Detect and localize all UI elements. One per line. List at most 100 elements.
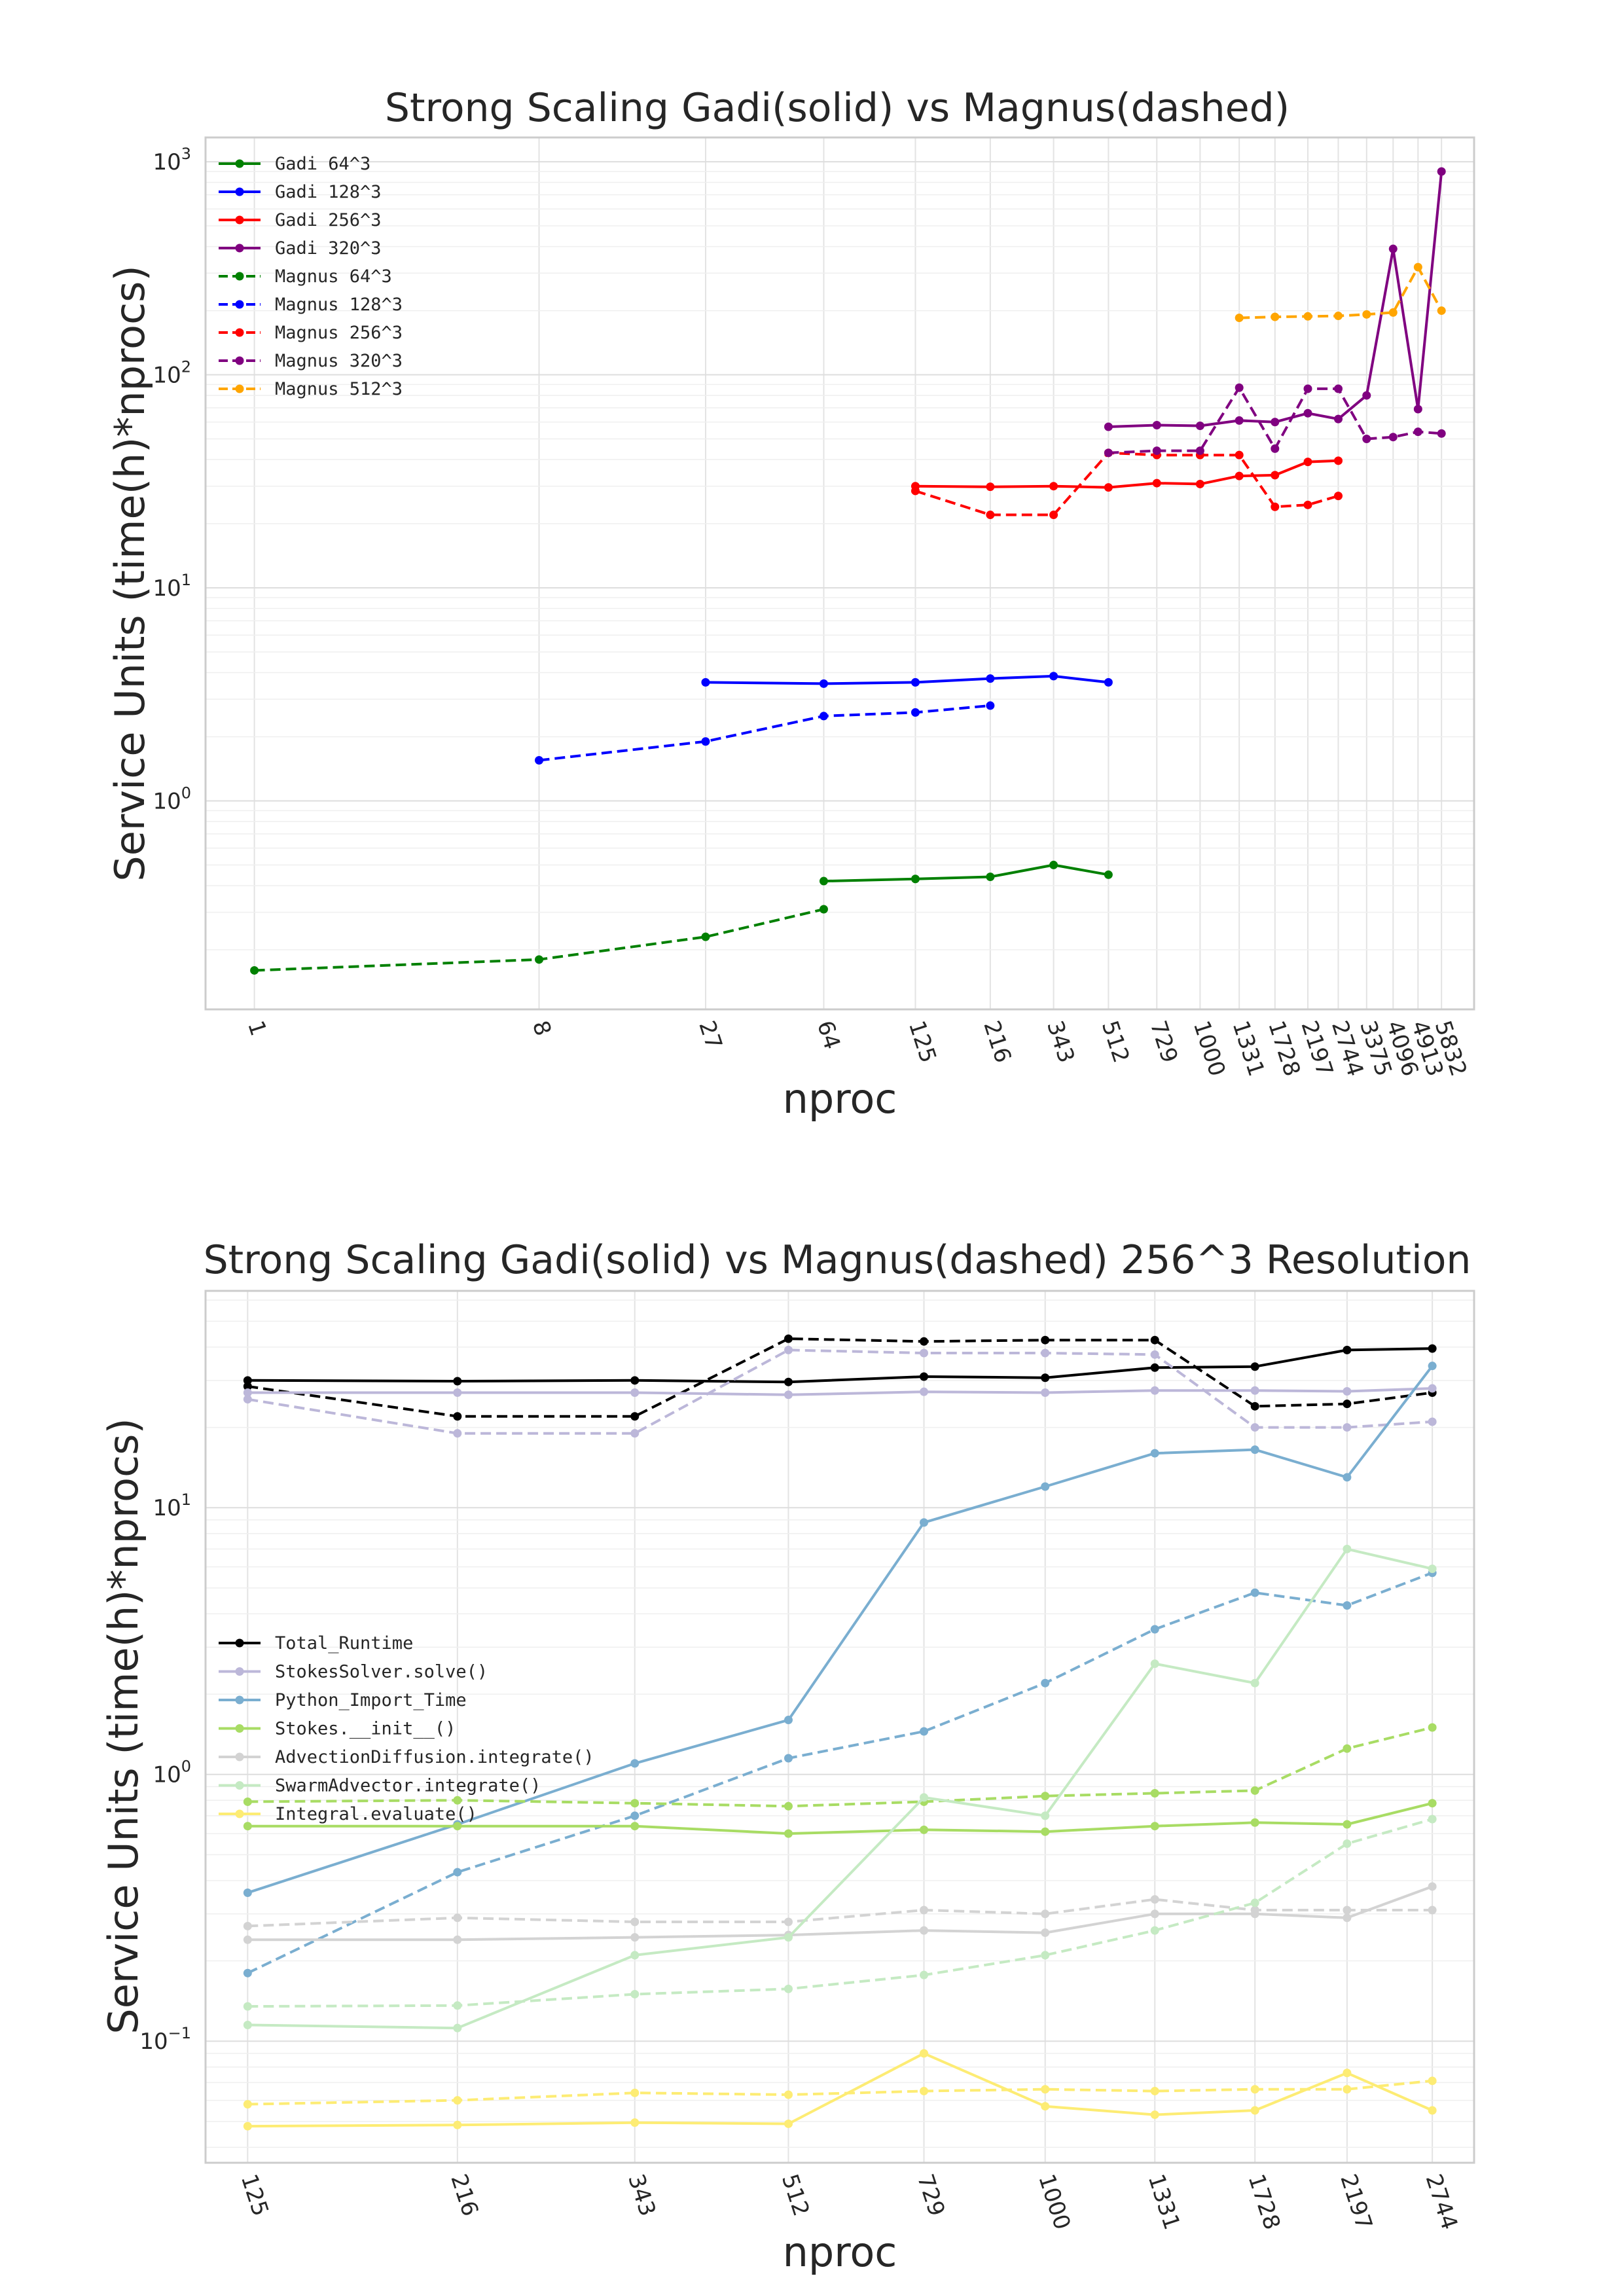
data-point <box>453 2120 462 2129</box>
data-point <box>243 1395 252 1404</box>
data-point <box>920 1970 929 1979</box>
series-5 <box>535 701 995 765</box>
data-point <box>630 1759 640 1768</box>
data-point <box>1428 1564 1437 1574</box>
series-line <box>247 2051 1433 2128</box>
data-point <box>1343 1906 1352 1915</box>
series-3 <box>243 1345 1437 1438</box>
series-line <box>247 1818 1433 2008</box>
data-point <box>784 1801 793 1811</box>
data-point <box>1250 1362 1259 1371</box>
data-point <box>1041 1678 1050 1688</box>
data-point <box>453 1377 462 1386</box>
data-point <box>1049 511 1058 520</box>
data-point <box>1343 1387 1352 1396</box>
data-point <box>920 2086 929 2095</box>
data-point <box>630 1989 640 1998</box>
chart-bottom-series <box>243 1334 1437 2131</box>
data-point <box>911 708 920 717</box>
series-line <box>247 1365 1434 1894</box>
data-point <box>1334 456 1343 465</box>
series-line <box>247 1801 1433 1835</box>
data-point <box>535 755 544 765</box>
data-point <box>784 1345 793 1354</box>
legend-label: Magnus 64^3 <box>275 266 392 287</box>
data-point <box>453 2096 462 2105</box>
data-point <box>986 482 995 492</box>
data-point <box>1428 1815 1437 1824</box>
legend-item: Python_Import_Time <box>219 1690 467 1710</box>
data-point <box>1049 482 1058 491</box>
y-tick-base: 10 <box>153 788 181 814</box>
y-tick-base: 10 <box>153 575 181 602</box>
data-point <box>1437 306 1446 316</box>
legend-swatch-marker <box>235 1781 244 1790</box>
data-point <box>1152 421 1161 430</box>
legend-swatch-marker <box>235 272 244 281</box>
data-point <box>1362 310 1371 319</box>
data-point <box>243 1376 252 1385</box>
y-tick-label: 10−1 <box>139 2024 191 2055</box>
data-point <box>1041 1827 1050 1836</box>
legend-swatch-marker <box>235 1809 244 1818</box>
data-point <box>1041 1811 1050 1820</box>
data-point <box>1041 1373 1050 1382</box>
legend-item: Magnus 512^3 <box>219 379 403 399</box>
data-point <box>1343 1913 1352 1923</box>
legend-item: Magnus 320^3 <box>219 351 403 371</box>
legend-item: Gadi 256^3 <box>219 210 382 230</box>
y-tick-label: 101 <box>153 571 191 602</box>
y-tick-exponent: 2 <box>181 358 191 376</box>
data-point <box>1343 1423 1352 1432</box>
data-point <box>1250 2106 1259 2115</box>
series-line <box>247 1387 1433 1396</box>
data-point <box>920 2049 929 2058</box>
y-tick-exponent: 3 <box>181 145 191 163</box>
data-point <box>920 1727 929 1736</box>
data-point <box>1041 1928 1050 1938</box>
data-point <box>243 2002 252 2011</box>
data-point <box>243 1888 252 1898</box>
data-point <box>1195 422 1204 431</box>
y-tick-exponent: 1 <box>181 1491 191 1509</box>
legend-item: Total_Runtime <box>219 1633 413 1653</box>
data-point <box>1428 1384 1437 1393</box>
data-point <box>1235 383 1244 392</box>
y-tick-base: 10 <box>153 149 181 175</box>
data-point <box>1388 244 1398 253</box>
data-point <box>630 1951 640 1960</box>
data-point <box>911 678 920 687</box>
series-0 <box>243 1344 1437 1386</box>
data-point <box>920 1518 929 1527</box>
data-point <box>1334 414 1343 424</box>
data-point <box>784 2090 793 2099</box>
data-point <box>1271 502 1280 511</box>
series-line <box>247 2079 1433 2106</box>
data-point <box>1437 167 1446 176</box>
legend-label: StokesSolver.solve() <box>275 1662 488 1682</box>
data-point <box>243 1388 252 1397</box>
legend-item: Gadi 320^3 <box>219 238 382 259</box>
data-point <box>630 1388 640 1397</box>
data-point <box>920 1793 929 1802</box>
series-8 <box>243 1882 1437 1944</box>
data-point <box>630 1933 640 1942</box>
chart-bottom-xlabel: nproc <box>783 2228 897 2276</box>
data-point <box>1388 433 1398 442</box>
data-point <box>1150 1788 1159 1798</box>
data-point <box>1041 1792 1050 1801</box>
data-point <box>630 1429 640 1438</box>
y-tick-exponent: 0 <box>181 784 191 802</box>
legend-item: Gadi 128^3 <box>219 182 382 202</box>
data-point <box>453 1822 462 1831</box>
legend-label: AdvectionDiffusion.integrate() <box>275 1747 594 1767</box>
legend-label: Gadi 128^3 <box>275 182 382 202</box>
data-point <box>819 905 828 914</box>
legend-item: Stokes.__init__() <box>219 1719 456 1739</box>
legend-swatch-marker <box>235 1724 244 1733</box>
data-point <box>1235 471 1244 480</box>
data-point <box>1428 2076 1437 2086</box>
data-point <box>1343 1473 1352 1482</box>
